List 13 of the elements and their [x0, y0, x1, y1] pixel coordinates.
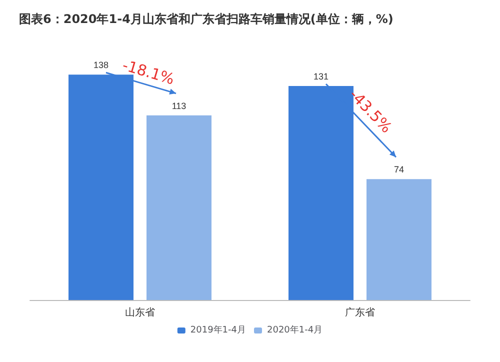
- legend-label: 2019年1-4月: [190, 324, 246, 336]
- data-label: 131: [313, 72, 329, 82]
- bar: [288, 86, 354, 300]
- bar: [366, 179, 432, 300]
- x-tick-label: 山东省: [125, 306, 155, 318]
- legend-label: 2020年1-4月: [267, 324, 323, 336]
- bar: [146, 115, 212, 300]
- x-tick-label: 广东省: [345, 306, 375, 318]
- annotation: -18.1%: [120, 56, 176, 88]
- data-label: 138: [93, 60, 109, 70]
- data-label: 113: [172, 100, 186, 111]
- data-label: 74: [394, 164, 404, 175]
- chart-title: 图表6：2020年1-4月山东省和广东省扫路车销量情况(单位：辆，%): [19, 12, 394, 26]
